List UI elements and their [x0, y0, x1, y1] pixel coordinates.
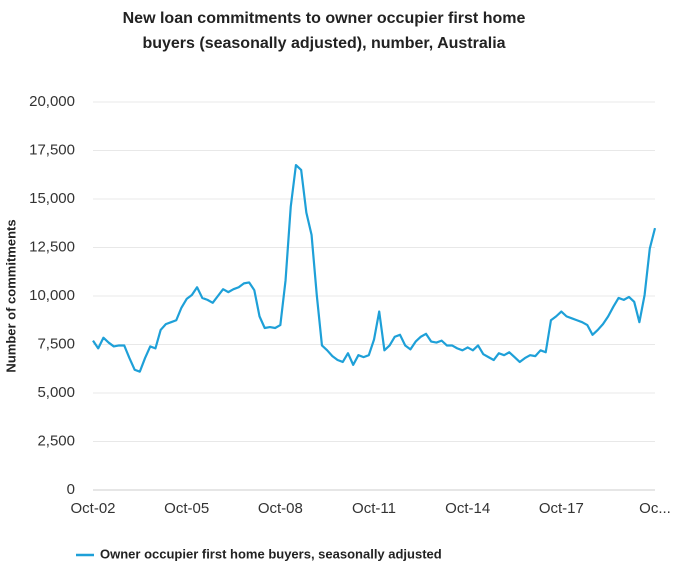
x-tick-label: Oct-08	[258, 500, 303, 517]
x-tick-label: Oct-14	[445, 500, 490, 517]
y-tick-label: 5,000	[37, 384, 75, 401]
legend-label: Owner occupier first home buyers, season…	[100, 546, 442, 561]
x-tick-label: Oct-17	[539, 500, 584, 517]
y-tick-label: 2,500	[37, 432, 75, 449]
y-tick-label: 15,000	[29, 190, 75, 207]
x-tick-label: Oct-05	[164, 500, 209, 517]
y-tick-label: 7,500	[37, 335, 75, 352]
x-tick-label: Oct-11	[352, 500, 396, 517]
x-tick-label: Oct-02	[70, 500, 115, 517]
y-axis-title: Number of commitments	[3, 219, 18, 372]
y-tick-label: 20,000	[29, 93, 75, 110]
y-tick-label: 0	[67, 481, 75, 498]
y-tick-label: 12,500	[29, 238, 75, 255]
line-series	[92, 163, 657, 373]
y-tick-label: 10,000	[29, 287, 75, 304]
x-tick-label: Oc...	[639, 500, 671, 517]
y-tick-label: 17,500	[29, 141, 75, 158]
chart-title: New loan commitments to owner occupier f…	[122, 10, 526, 52]
